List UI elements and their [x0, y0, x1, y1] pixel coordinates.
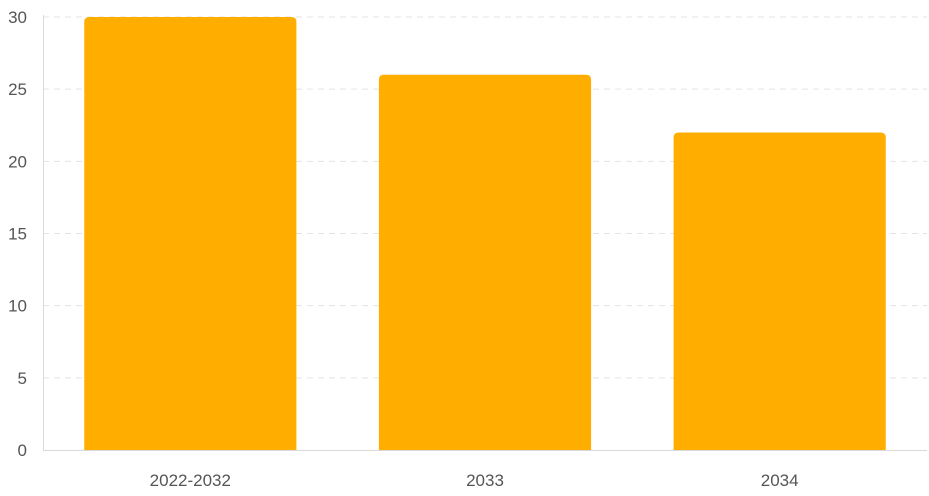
y-axis: 0 5 10 15 20 25 30	[8, 8, 44, 460]
bar-2022-2032	[84, 17, 297, 450]
y-tick-label: 0	[18, 441, 27, 460]
x-tick-label: 2033	[466, 471, 504, 490]
y-tick-label: 30	[8, 8, 27, 27]
x-tick-label: 2034	[761, 471, 799, 490]
x-tick-label: 2022-2032	[150, 471, 231, 490]
y-tick-label: 15	[8, 225, 27, 244]
y-tick-label: 5	[18, 369, 27, 388]
bar-2033	[378, 74, 592, 450]
bars	[84, 17, 886, 450]
bar-2034	[673, 132, 886, 450]
y-tick-label: 20	[8, 152, 27, 171]
y-tick-label: 25	[8, 80, 27, 99]
x-axis: 2022-2032 2033 2034	[43, 450, 927, 490]
y-tick-label: 10	[8, 297, 27, 316]
